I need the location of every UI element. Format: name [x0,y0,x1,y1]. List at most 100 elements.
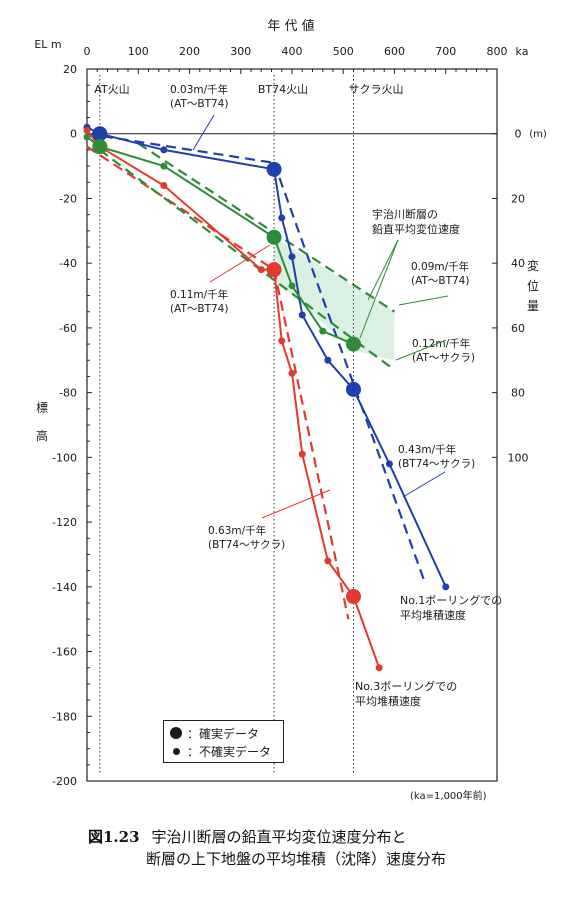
x-tick-label: 200 [179,45,200,58]
y-tick-label: -200 [52,775,77,788]
y-left-title-char: 標 [36,401,48,415]
uncertain-data-point [324,356,332,364]
x-tick-label: 100 [128,45,149,58]
caption-line-1: 宇治川断層の鉛直平均変位速度分布と [151,828,407,846]
uncertain-data-point [278,214,286,222]
x-tick-label: 800 [487,45,508,58]
x-tick-label: 500 [333,45,354,58]
legend: ：確実データ ：不確実データ [163,720,284,763]
y-tick-label: -180 [52,710,77,723]
uncertain-data-point [83,126,91,134]
annotation-pointer [398,295,449,306]
small-dot-icon [170,747,182,755]
x-tick-label: 400 [282,45,303,58]
certain-data-point [266,161,282,177]
uncertain-data-point [298,450,306,458]
y-tick-label: -140 [52,581,77,594]
certain-data-point [346,336,361,352]
uncertain-data-point [385,460,393,468]
uncertain-data-point [324,557,332,565]
fault-label-pointer [359,239,399,339]
uncertain-data-point [160,162,168,170]
displacement-band [274,237,395,361]
uncertain-data-point [442,583,450,591]
certain-data-point [92,126,108,142]
uncertain-data-point [319,327,327,335]
uncertain-data-point [83,133,91,141]
axes [86,68,498,782]
rate-trend-dashed-line [273,162,427,584]
uncertain-data-point [288,282,296,290]
uncertain-data-point [288,253,296,261]
y-tick-label: -100 [52,451,77,464]
x-tick-label: 300 [230,45,251,58]
legend-certain-label: ：確実データ [187,726,260,741]
uncertain-data-point [257,266,265,274]
y-right-title-char: 位 [527,278,539,293]
caption-line-2: 断層の上下地盤の平均堆積（沈降）速度分布 [146,850,447,868]
uncertain-data-point [288,369,296,377]
certain-data-point [266,262,282,278]
y-right-title-char: 量 [527,299,539,313]
y-tick-label: -160 [52,646,77,659]
rate-trend-dashed-line [137,142,396,313]
y-right-unit-label: (m) [529,129,547,140]
rate-annotation: 0.03m/千年(AT〜BT74) [170,83,228,110]
annotation-pointer [395,339,447,361]
tephra-label: サクラ火山 [349,83,404,96]
legend-certain: ：確実データ [170,725,259,741]
rate-trend-dashed-line [99,149,396,371]
x-tick-label: 600 [384,45,405,58]
y-tick-label: -20 [59,192,77,205]
y-tick-label: -120 [52,516,77,529]
annotation-pointer [402,471,446,498]
y-left-unit-label: EL m [34,38,61,51]
data-points [83,123,450,672]
legend-uncertain: ：不確実データ [170,743,271,759]
annotation-pointer [209,244,271,283]
y-right-tick-label: 40 [511,257,525,270]
annotation-pointer [192,114,215,151]
ka-footnote: (ka=1,000年前) [410,789,487,802]
certain-data-point [266,229,282,245]
tephra-label: BT74火山 [258,83,308,96]
displacement-shade [274,237,395,361]
large-dot-icon [170,727,182,739]
uncertain-data-point [160,182,168,190]
uncertain-data-point [278,337,286,345]
certain-data-point [92,139,108,155]
rate-annotation: 0.12m/千年(AT〜サクラ) [412,337,475,364]
x-tick-label: 700 [435,45,456,58]
y-left-title-char: 高 [36,428,48,443]
rate-annotation: 0.09m/千年(AT〜BT74) [411,260,469,287]
y-right-tick-label: 100 [508,451,529,464]
y-tick-label: -40 [59,257,77,270]
legend-uncertain-label: ：不確実データ [187,744,272,759]
x-tick-label: 0 [84,45,91,58]
y-tick-label: 20 [63,63,77,76]
rate-annotation: 0.63m/千年(BT74〜サクラ) [208,524,285,551]
uncertain-data-point [160,146,168,154]
tephra-label: AT火山 [94,83,129,96]
no1-boring-label: No.1ボーリングでの平均堆積速度 [400,593,502,622]
x-axis-title: 年 代 値 [267,18,314,34]
fault-label-pointer [367,239,399,301]
y-right-tick-label: 60 [511,322,525,335]
y-tick-label: -60 [59,322,77,335]
no3-boring-label: No.3ボーリングでの平均堆積速度 [355,679,457,708]
figure-number: 図1.23 [88,828,140,846]
rate-annotation: 0.43m/千年(BT74〜サクラ) [398,443,475,470]
rate-trend-dashed-line [272,269,350,620]
rate-annotation: 0.11m/千年(AT〜BT74) [170,288,228,315]
annotations: 0.03m/千年(AT〜BT74) 0.11m/千年(AT〜BT74) 0.63m/… [170,83,502,802]
annotation-pointer [261,489,331,519]
y-tick-label: 0 [70,128,77,141]
rate-trend-dashed-line [86,145,275,271]
x-unit-label: ka [516,45,529,58]
certain-data-point [346,589,361,605]
y-right-tick-label: 20 [511,192,525,205]
y-right-title-char: 変 [527,258,539,273]
figure-caption: 図1.23 宇治川断層の鉛直平均変位速度分布と 断層の上下地盤の平均堆積（沈降）速… [88,826,446,870]
